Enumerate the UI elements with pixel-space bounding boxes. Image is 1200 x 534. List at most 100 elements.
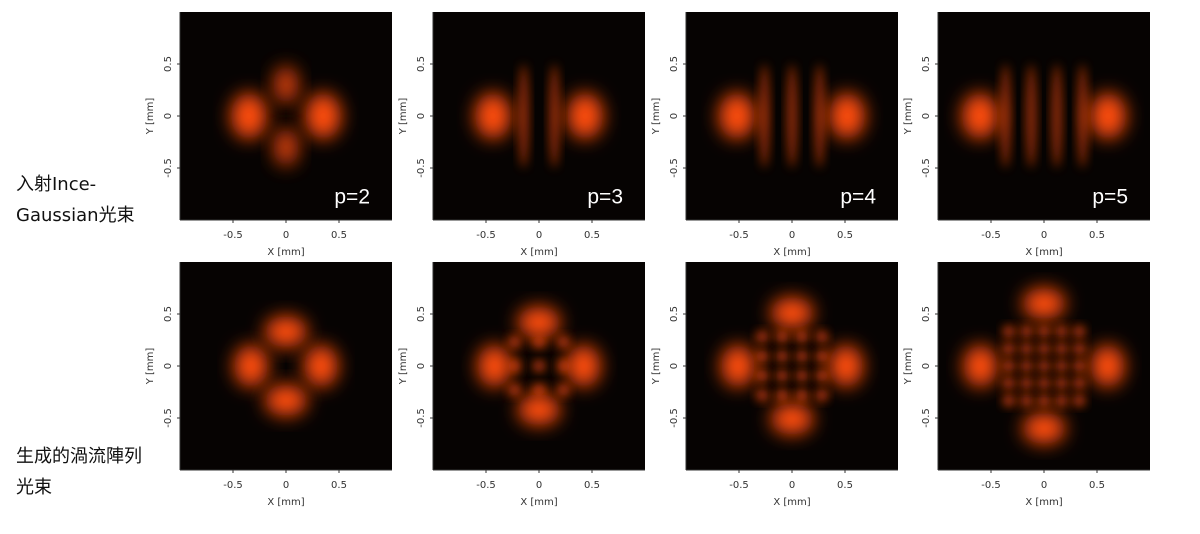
x-tick-label: 0 — [789, 230, 795, 241]
image-background — [433, 12, 645, 220]
x-tick-label: 0 — [1041, 230, 1047, 241]
intensity-lobe — [795, 388, 809, 402]
x-tick-label: 0.5 — [584, 230, 600, 241]
intensity-lobe — [557, 383, 570, 397]
row-label: 入射Ince- — [16, 174, 96, 195]
row-label: 光束 — [16, 477, 52, 498]
y-tick-label: 0.5 — [669, 56, 680, 72]
panel-label: p=5 — [1092, 186, 1128, 209]
intensity-lobe — [1020, 394, 1033, 407]
intensity-lobe — [508, 359, 521, 373]
intensity-lobe — [549, 64, 560, 168]
y-tick-label: 0.5 — [921, 56, 932, 72]
intensity-lobe — [230, 93, 267, 139]
y-tick-label: 0 — [163, 113, 174, 119]
panel-label: p=4 — [840, 186, 876, 209]
x-axis-label: X [mm] — [520, 247, 557, 258]
intensity-lobe — [532, 383, 546, 397]
intensity-lobe — [815, 330, 829, 344]
intensity-lobe — [1025, 64, 1037, 168]
intensity-lobe — [566, 345, 601, 387]
x-axis-label: X [mm] — [773, 497, 810, 508]
intensity-lobe — [1072, 359, 1086, 373]
y-tick-label: 0.5 — [416, 56, 427, 72]
panel-label: p=3 — [587, 186, 623, 209]
beam-image — [938, 12, 1150, 220]
intensity-lobe — [815, 350, 829, 363]
y-axis-label: Y [mm] — [903, 348, 914, 386]
intensity-lobe — [795, 330, 809, 344]
x-tick-label: 0 — [283, 480, 289, 491]
intensity-lobe — [1002, 325, 1016, 338]
y-axis-label: Y [mm] — [145, 98, 156, 136]
x-axis-label: X [mm] — [267, 247, 304, 258]
intensity-lobe — [718, 93, 755, 139]
x-tick-label: -0.5 — [476, 230, 496, 241]
intensity-lobe — [264, 316, 308, 348]
intensity-lobe — [273, 66, 299, 104]
intensity-lobe — [557, 359, 570, 373]
intensity-lobe — [517, 394, 561, 426]
x-tick-label: -0.5 — [729, 230, 749, 241]
intensity-lobe — [1002, 359, 1016, 373]
intensity-lobe — [532, 359, 546, 373]
intensity-lobe — [1022, 412, 1066, 444]
image-background — [180, 12, 392, 220]
intensity-lobe — [1022, 288, 1066, 320]
intensity-lobe — [1020, 376, 1033, 390]
intensity-lobe — [264, 384, 308, 416]
beam-image — [180, 262, 392, 470]
x-tick-label: 0.5 — [1089, 480, 1105, 491]
intensity-lobe — [1055, 325, 1068, 338]
y-tick-label: 0.5 — [416, 306, 427, 322]
x-tick-label: 0 — [1041, 480, 1047, 491]
beam-image — [433, 262, 645, 470]
x-tick-label: -0.5 — [476, 480, 496, 491]
beam-image — [938, 262, 1150, 470]
y-axis-label: Y [mm] — [145, 348, 156, 386]
intensity-lobe — [795, 369, 809, 382]
y-tick-label: -0.5 — [163, 408, 174, 428]
y-axis-label: Y [mm] — [651, 348, 662, 386]
image-background — [686, 262, 898, 470]
y-tick-label: 0 — [921, 363, 932, 369]
intensity-lobe — [1077, 64, 1088, 168]
x-tick-label: 0.5 — [331, 480, 347, 491]
intensity-lobe — [755, 350, 769, 363]
intensity-lobe — [1020, 359, 1033, 373]
row-label: Gaussian光束 — [16, 205, 135, 226]
y-tick-label: 0 — [669, 363, 680, 369]
intensity-lobe — [1037, 376, 1051, 390]
intensity-lobe — [1090, 93, 1127, 139]
x-tick-label: 0.5 — [837, 230, 853, 241]
x-tick-label: 0 — [536, 480, 542, 491]
intensity-lobe — [517, 306, 561, 338]
x-tick-label: -0.5 — [223, 480, 243, 491]
intensity-lobe — [1037, 342, 1051, 356]
y-tick-label: -0.5 — [669, 408, 680, 428]
panel-label: p=2 — [334, 186, 370, 209]
x-tick-label: -0.5 — [981, 480, 1001, 491]
intensity-lobe — [1051, 64, 1063, 168]
beam-image — [686, 12, 898, 220]
y-axis-label: Y [mm] — [398, 98, 409, 136]
x-tick-label: 0 — [536, 230, 542, 241]
intensity-lobe — [557, 335, 570, 349]
y-tick-label: 0 — [416, 363, 427, 369]
intensity-lobe — [795, 350, 809, 363]
y-tick-label: -0.5 — [416, 408, 427, 428]
beam-image — [433, 12, 645, 220]
intensity-lobe — [1072, 376, 1086, 390]
intensity-lobe — [720, 345, 755, 387]
intensity-lobe — [770, 297, 814, 329]
intensity-lobe — [1055, 342, 1068, 356]
intensity-lobe — [1020, 342, 1033, 356]
intensity-lobe — [786, 64, 798, 168]
intensity-lobe — [815, 388, 829, 402]
y-tick-label: -0.5 — [921, 408, 932, 428]
y-tick-label: -0.5 — [163, 158, 174, 178]
row-label: 生成的渦流陣列 — [16, 446, 142, 467]
y-tick-label: -0.5 — [416, 158, 427, 178]
intensity-lobe — [829, 345, 864, 387]
intensity-lobe — [961, 93, 998, 139]
